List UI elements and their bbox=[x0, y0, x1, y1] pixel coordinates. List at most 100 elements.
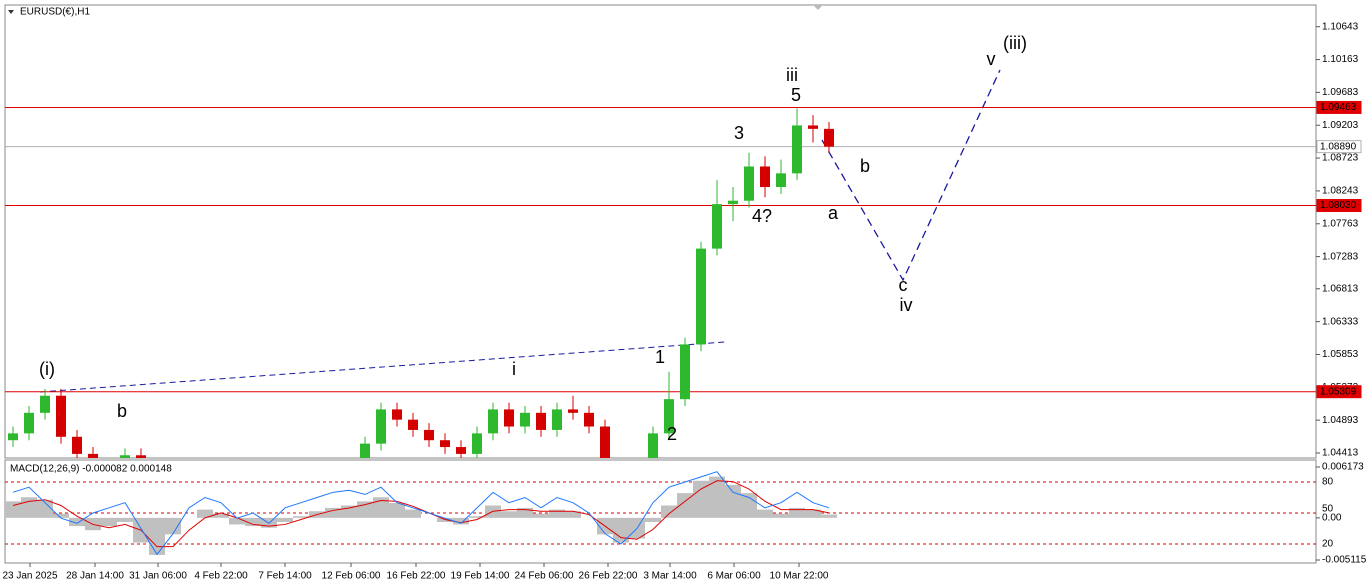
candle-body bbox=[24, 412, 34, 434]
y2-tick-label: 50 bbox=[1322, 504, 1334, 515]
indicator-panel bbox=[4, 459, 1317, 564]
histogram-bar bbox=[501, 511, 517, 518]
candle-body bbox=[8, 433, 18, 441]
histogram-bar bbox=[213, 513, 229, 518]
level-label: 1.09463 bbox=[1320, 102, 1357, 113]
histogram-bar bbox=[517, 507, 533, 518]
x-tick-label: 3 Mar 14:00 bbox=[643, 571, 697, 582]
oscillator-line bbox=[12, 471, 830, 556]
histogram-bar bbox=[565, 511, 581, 518]
candle-body bbox=[88, 453, 98, 458]
level-label-box bbox=[1316, 100, 1362, 114]
drawings bbox=[39, 69, 1001, 393]
shift-marker bbox=[813, 5, 823, 10]
y-tick-label: 1.10163 bbox=[1322, 54, 1359, 65]
x-tick-label: 7 Feb 14:00 bbox=[258, 571, 312, 582]
candle-body bbox=[712, 204, 722, 249]
trend-line bbox=[39, 341, 726, 393]
histogram-bar bbox=[69, 517, 85, 527]
candle-body bbox=[376, 409, 386, 444]
histogram-bar bbox=[693, 480, 709, 518]
wave-label: b bbox=[860, 156, 870, 176]
candle-body bbox=[552, 409, 562, 430]
candle-body bbox=[488, 409, 498, 434]
candle-body bbox=[424, 429, 434, 441]
candle-body bbox=[520, 412, 530, 427]
histogram-bar bbox=[389, 503, 405, 518]
candle-body bbox=[456, 447, 466, 454]
candle-body bbox=[472, 433, 482, 454]
level-label-box bbox=[1316, 140, 1362, 154]
wave-label: 3 bbox=[734, 123, 744, 143]
y-tick-label: 1.04893 bbox=[1322, 415, 1359, 426]
price-panel bbox=[4, 4, 1317, 459]
wave-projection bbox=[821, 69, 1001, 282]
level-label: 1.05309 bbox=[1320, 386, 1357, 397]
candle-body bbox=[40, 395, 50, 413]
y-tick-label: -0.005115 bbox=[1322, 555, 1366, 566]
x-tick-label: 4 Feb 22:00 bbox=[194, 571, 248, 582]
level-label-box bbox=[1316, 198, 1362, 212]
candle-body bbox=[504, 409, 514, 427]
y-tick-label: 0.006173 bbox=[1322, 462, 1364, 473]
y-tick-label: 1.04413 bbox=[1322, 448, 1359, 459]
candle-body bbox=[776, 173, 786, 188]
y2-tick-label: 20 bbox=[1322, 539, 1334, 550]
histogram-bar bbox=[405, 509, 421, 518]
histogram-bar bbox=[453, 517, 469, 525]
histogram-bar bbox=[757, 509, 773, 518]
wave-label: b bbox=[117, 401, 127, 421]
histogram-bar bbox=[709, 476, 725, 518]
histogram-bar bbox=[741, 493, 757, 518]
histogram-bar bbox=[117, 517, 133, 522]
histogram-bar bbox=[5, 501, 21, 518]
candle-body bbox=[440, 440, 450, 448]
x-tick-label: 16 Feb 22:00 bbox=[387, 571, 446, 582]
candle-body bbox=[680, 344, 690, 400]
histogram-bar bbox=[549, 509, 565, 518]
wave-label: i bbox=[512, 359, 516, 379]
histogram-bar bbox=[229, 517, 245, 525]
signal-line bbox=[12, 480, 830, 548]
candle-body bbox=[792, 125, 802, 174]
candle-body bbox=[56, 395, 66, 437]
y-tick-label: 1.06333 bbox=[1322, 316, 1359, 327]
wave-label: v bbox=[987, 49, 996, 69]
x-tick-label: 24 Feb 06:00 bbox=[515, 571, 574, 582]
histogram-bar bbox=[677, 493, 693, 518]
histogram-bar bbox=[293, 516, 309, 518]
wave-label: c bbox=[899, 275, 908, 295]
candle-body bbox=[696, 248, 706, 345]
x-tick-label: 6 Mar 06:00 bbox=[707, 571, 761, 582]
candle-body bbox=[536, 412, 546, 430]
y-tick-label: 1.06813 bbox=[1322, 283, 1359, 294]
price-plot bbox=[5, 106, 1316, 458]
x-tick-label: 12 Feb 06:00 bbox=[322, 571, 381, 582]
level-label: 1.08890 bbox=[1320, 141, 1357, 152]
y2-tick-label: 80 bbox=[1322, 477, 1334, 488]
x-tick-label: 26 Feb 22:00 bbox=[579, 571, 638, 582]
histogram-bar bbox=[325, 507, 341, 518]
x-tick-label: 23 Jan 2025 bbox=[2, 571, 57, 582]
wave-label: 5 bbox=[791, 85, 801, 105]
y-tick-label: 1.07763 bbox=[1322, 218, 1359, 229]
histogram-bar bbox=[373, 497, 389, 518]
histogram-bar bbox=[37, 499, 53, 518]
x-tick-label: 31 Jan 06:00 bbox=[129, 571, 187, 582]
histogram-bar bbox=[245, 517, 261, 527]
menu-icon[interactable] bbox=[8, 10, 14, 14]
histogram-bar bbox=[149, 517, 165, 555]
histogram-bar bbox=[773, 513, 789, 518]
candle-body bbox=[600, 426, 610, 458]
histogram-bar bbox=[661, 505, 677, 518]
y-tick-label: 1.10643 bbox=[1322, 21, 1359, 32]
candle-body bbox=[824, 128, 834, 147]
candle-body bbox=[72, 436, 82, 454]
y-tick-label: 1.08723 bbox=[1322, 153, 1359, 164]
histogram-bar bbox=[613, 517, 629, 543]
histogram-bar bbox=[277, 517, 293, 522]
candle-body bbox=[136, 455, 146, 458]
candle-body bbox=[664, 399, 674, 434]
candle-body bbox=[584, 412, 594, 427]
